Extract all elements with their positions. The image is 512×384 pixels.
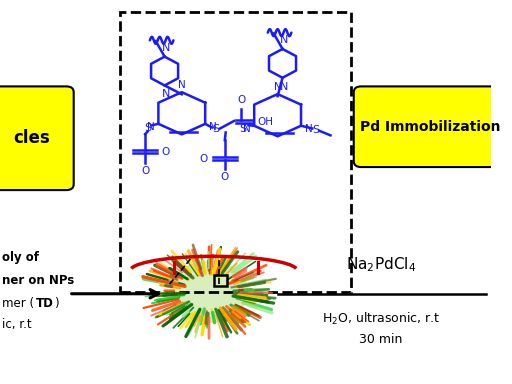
Text: N: N: [162, 89, 170, 99]
Text: N: N: [147, 122, 155, 132]
Text: ic, r.t: ic, r.t: [3, 318, 32, 331]
Text: oly of: oly of: [3, 251, 39, 264]
Text: N: N: [305, 124, 312, 134]
Text: N: N: [178, 80, 186, 90]
Text: TD: TD: [36, 297, 54, 310]
Text: ): ): [54, 297, 59, 310]
Text: 30 min: 30 min: [359, 333, 402, 346]
Polygon shape: [170, 262, 247, 322]
Text: mer (: mer (: [3, 297, 35, 310]
Text: O: O: [161, 147, 169, 157]
Bar: [120, 12, 351, 292]
Text: S: S: [212, 124, 220, 134]
Text: Pd Immobilization: Pd Immobilization: [360, 120, 500, 134]
Text: cles: cles: [13, 129, 50, 147]
Text: O: O: [221, 172, 229, 182]
Text: S: S: [144, 123, 151, 134]
Text: N: N: [243, 124, 250, 134]
FancyBboxPatch shape: [0, 86, 74, 190]
Text: O: O: [199, 154, 207, 164]
Text: N: N: [162, 43, 170, 53]
Text: O: O: [237, 95, 246, 105]
Text: Na$_2$PdCl$_4$: Na$_2$PdCl$_4$: [346, 256, 416, 274]
Text: H$_2$O, ultrasonic, r.t: H$_2$O, ultrasonic, r.t: [322, 311, 440, 327]
Text: S: S: [239, 124, 246, 134]
Text: S: S: [312, 124, 319, 135]
Text: OH: OH: [258, 117, 273, 127]
Text: N: N: [274, 82, 282, 92]
FancyBboxPatch shape: [354, 86, 508, 167]
Text: N: N: [280, 35, 288, 45]
Text: O: O: [141, 167, 150, 177]
Text: ner on NPs: ner on NPs: [3, 274, 75, 287]
Text: N: N: [280, 82, 288, 92]
Bar: [214, 275, 227, 286]
Text: N: N: [209, 122, 217, 132]
